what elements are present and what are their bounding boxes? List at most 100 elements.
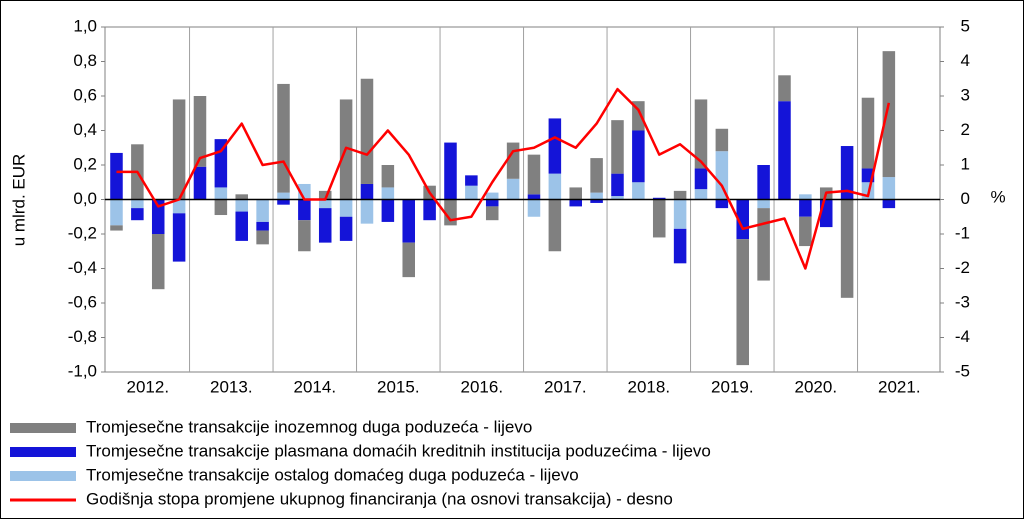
- y2-tick-label: -1: [955, 223, 970, 242]
- bar: [381, 165, 395, 188]
- bar: [360, 199, 374, 224]
- bar: [715, 151, 729, 200]
- x-tick-label: 2015.: [377, 377, 420, 396]
- bar: [193, 166, 207, 200]
- bar: [423, 199, 436, 221]
- bar: [256, 230, 269, 245]
- legend-swatch: [10, 447, 76, 457]
- legend-label: Tromjesečne transakcije ostalog domaćeg …: [86, 465, 579, 484]
- bar: [694, 168, 708, 190]
- bar: [131, 199, 144, 209]
- bar: [506, 178, 520, 200]
- bar: [632, 101, 645, 131]
- bar: [277, 199, 290, 205]
- bar: [485, 206, 499, 221]
- bar: [548, 118, 562, 174]
- bar: [882, 199, 896, 209]
- y2-tick-label: 4: [961, 51, 970, 70]
- bar: [611, 196, 624, 200]
- bar: [694, 99, 708, 169]
- bar: [381, 199, 395, 222]
- bar: [632, 182, 645, 200]
- x-tick-label: 2012.: [127, 377, 170, 396]
- bar: [214, 199, 228, 216]
- bar: [694, 189, 708, 200]
- bar: [527, 199, 541, 217]
- y-tick-label: -0,2: [68, 223, 97, 242]
- bar: [673, 228, 687, 264]
- bar: [235, 211, 248, 241]
- x-tick-label: 2020.: [795, 377, 838, 396]
- x-tick-label: 2014.: [294, 377, 337, 396]
- bar: [235, 199, 248, 212]
- y2-tick-label: 3: [961, 85, 970, 104]
- y2-tick-label: 5: [961, 16, 970, 35]
- y2-tick-label: 1: [961, 154, 970, 173]
- bar: [402, 199, 415, 243]
- bar: [485, 192, 499, 200]
- y2-tick-label: -4: [955, 327, 970, 346]
- bar: [652, 199, 666, 238]
- y-tick-label: -1,0: [68, 361, 97, 380]
- y-tick-label: 1,0: [73, 16, 97, 35]
- bar: [110, 225, 123, 231]
- bar: [799, 216, 812, 247]
- bar: [151, 234, 165, 290]
- y-tick-label: 0,6: [73, 85, 97, 104]
- bar: [298, 199, 311, 221]
- bar: [256, 221, 269, 231]
- legend-label: Godišnja stopa promjene ukupnog financir…: [86, 489, 673, 508]
- bar: [778, 101, 791, 200]
- bar: [131, 208, 144, 221]
- x-tick-label: 2019.: [711, 377, 754, 396]
- bar: [110, 199, 123, 226]
- bar: [757, 208, 770, 281]
- bar: [339, 216, 353, 241]
- y2-tick-label: 2: [961, 120, 970, 139]
- bar: [339, 199, 353, 217]
- bar: [590, 192, 603, 200]
- y-tick-label: 0,4: [73, 120, 97, 139]
- y-tick-label: 0,2: [73, 154, 97, 173]
- y2-axis-label: %: [990, 187, 1005, 206]
- bar: [465, 185, 478, 200]
- bar: [172, 199, 186, 214]
- bar: [569, 199, 582, 207]
- bar: [819, 199, 833, 228]
- line: [116, 87, 891, 270]
- bar: [318, 190, 332, 200]
- y2-tick-label: 0: [961, 189, 970, 208]
- bar: [402, 242, 415, 278]
- bar: [277, 83, 290, 193]
- x-tick-label: 2017.: [544, 377, 587, 396]
- bar: [882, 51, 896, 178]
- y2-tick-label: -5: [955, 361, 970, 380]
- bar: [569, 187, 582, 200]
- bar: [673, 199, 687, 229]
- bar: [632, 130, 645, 183]
- bar: [381, 187, 395, 200]
- y-tick-label: -0,6: [68, 292, 97, 311]
- bar: [110, 152, 123, 200]
- bar: [360, 78, 374, 184]
- bar: [715, 128, 729, 152]
- bar: [465, 175, 478, 186]
- bar: [485, 199, 499, 207]
- bar: [172, 213, 186, 262]
- bar: [882, 177, 896, 200]
- legend-label: Tromjesečne transakcije inozemnog duga p…: [86, 417, 532, 436]
- y-tick-label: -0,8: [68, 327, 97, 346]
- y-axis-label: u mlrd. EUR: [9, 154, 28, 247]
- bar: [360, 183, 374, 200]
- x-tick-label: 2016.: [461, 377, 504, 396]
- bar: [736, 239, 749, 366]
- legend-label: Tromjesečne transakcije plasmana domaćih…: [86, 441, 711, 460]
- bar: [235, 194, 248, 200]
- bar: [298, 220, 311, 252]
- bar: [277, 192, 290, 200]
- bar: [652, 197, 666, 200]
- bar: [778, 75, 791, 102]
- bar: [151, 199, 165, 234]
- bar: [214, 187, 228, 200]
